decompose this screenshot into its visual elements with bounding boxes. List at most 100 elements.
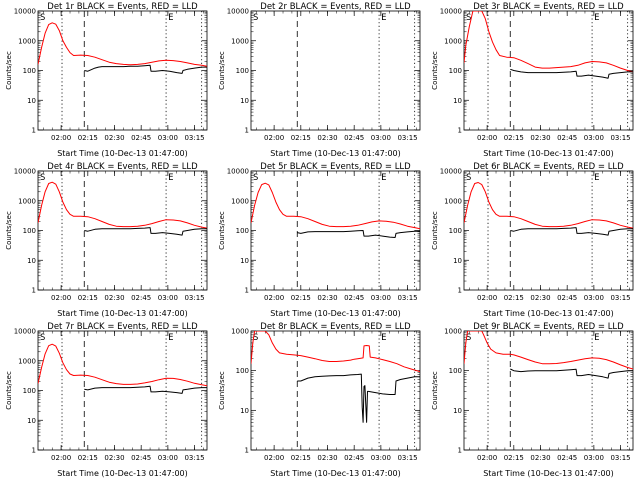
start-marker: S bbox=[253, 333, 258, 343]
x-axis-label: Start Time (10-Dec-13 01:47:00) bbox=[57, 469, 188, 478]
x-tick-label: 03:15 bbox=[184, 294, 204, 302]
plot-title: Det 9r BLACK = Events, RED = LLD bbox=[473, 322, 624, 332]
lld-series-line bbox=[38, 22, 207, 67]
y-tick-label: 100 bbox=[236, 67, 249, 75]
y-tick-label: 100 bbox=[449, 67, 462, 75]
y-tick-label: 10 bbox=[27, 257, 36, 265]
x-tick-label: 02:00 bbox=[264, 294, 284, 302]
y-tick-label: 10 bbox=[453, 407, 462, 415]
x-tick-label: 03:15 bbox=[397, 134, 417, 142]
y-tick-label: 1 bbox=[32, 447, 36, 455]
y-tick-label: 1 bbox=[458, 287, 462, 295]
y-tick-label: 10 bbox=[240, 97, 249, 105]
plot-title: Det 3r BLACK = Events, RED = LLD bbox=[473, 2, 624, 12]
y-tick-label: 10 bbox=[453, 257, 462, 265]
y-tick-label: 10000 bbox=[14, 328, 36, 336]
y-tick-label: 10000 bbox=[14, 168, 36, 176]
end-marker: E bbox=[381, 173, 386, 183]
start-marker: S bbox=[466, 173, 471, 183]
x-tick-label: 03:00 bbox=[158, 294, 178, 302]
x-tick-label: 03:15 bbox=[610, 134, 630, 142]
end-marker: E bbox=[168, 333, 173, 343]
x-tick-label: 03:00 bbox=[584, 134, 604, 142]
lld-series-line bbox=[464, 182, 633, 229]
x-tick-label: 02:45 bbox=[557, 294, 577, 302]
y-axis-label: Counts/sec bbox=[431, 211, 439, 250]
x-tick-label: 02:15 bbox=[78, 294, 98, 302]
detector-plot-5: Det 5r BLACK = Events, RED = LLD Counts/s… bbox=[218, 162, 421, 318]
start-marker: S bbox=[40, 333, 45, 343]
events-series-line bbox=[84, 64, 207, 74]
events-series-line bbox=[510, 227, 633, 236]
x-tick-label: 03:00 bbox=[158, 134, 178, 142]
detector-plot-6: Det 6r BLACK = Events, RED = LLD Counts/s… bbox=[431, 162, 634, 318]
x-tick-label: 02:00 bbox=[264, 134, 284, 142]
y-tick-label: 100 bbox=[23, 227, 36, 235]
y-tick-label: 1 bbox=[32, 127, 36, 135]
x-tick-label: 02:45 bbox=[131, 134, 151, 142]
x-tick-label: 02:00 bbox=[264, 454, 284, 462]
y-tick-label: 10 bbox=[453, 97, 462, 105]
x-tick-label: 03:15 bbox=[184, 134, 204, 142]
x-tick-label: 02:00 bbox=[51, 134, 71, 142]
x-tick-label: 02:30 bbox=[317, 454, 337, 462]
plot-title: Det 6r BLACK = Events, RED = LLD bbox=[473, 162, 624, 172]
y-tick-label: 100 bbox=[449, 367, 462, 375]
x-tick-label: 02:00 bbox=[51, 294, 71, 302]
y-tick-label: 100 bbox=[449, 227, 462, 235]
y-tick-label: 100 bbox=[236, 227, 249, 235]
y-tick-label: 1 bbox=[245, 287, 249, 295]
events-series-line bbox=[510, 368, 633, 379]
y-tick-label: 10000 bbox=[227, 168, 249, 176]
x-tick-label: 02:30 bbox=[104, 454, 124, 462]
y-tick-label: 10000 bbox=[14, 8, 36, 16]
x-tick-label: 02:15 bbox=[291, 134, 311, 142]
y-tick-label: 10000 bbox=[440, 8, 462, 16]
x-tick-label: 02:30 bbox=[530, 134, 550, 142]
y-axis-label: Counts/sec bbox=[431, 371, 439, 410]
end-marker: E bbox=[594, 333, 599, 343]
y-tick-label: 1000 bbox=[231, 328, 249, 336]
x-tick-label: 02:15 bbox=[504, 134, 524, 142]
x-tick-label: 02:00 bbox=[477, 454, 497, 462]
y-tick-label: 1 bbox=[32, 287, 36, 295]
y-axis-label: Counts/sec bbox=[218, 211, 226, 250]
x-axis-label: Start Time (10-Dec-13 01:47:00) bbox=[57, 309, 188, 318]
plot-title: Det 2r BLACK = Events, RED = LLD bbox=[260, 2, 411, 12]
x-tick-label: 03:15 bbox=[184, 454, 204, 462]
y-tick-label: 1 bbox=[245, 127, 249, 135]
x-tick-label: 02:45 bbox=[344, 294, 364, 302]
x-tick-label: 03:15 bbox=[610, 454, 630, 462]
y-axis-label: Counts/sec bbox=[5, 211, 13, 250]
y-tick-label: 10000 bbox=[227, 8, 249, 16]
x-tick-label: 02:45 bbox=[557, 454, 577, 462]
y-tick-label: 10 bbox=[27, 97, 36, 105]
x-tick-label: 02:00 bbox=[51, 454, 71, 462]
x-tick-label: 03:00 bbox=[158, 454, 178, 462]
detector-plot-4: Det 4r BLACK = Events, RED = LLD Counts/s… bbox=[5, 162, 208, 318]
x-tick-label: 02:45 bbox=[344, 134, 364, 142]
x-tick-label: 03:00 bbox=[371, 134, 391, 142]
x-tick-label: 02:15 bbox=[291, 454, 311, 462]
x-axis-label: Start Time (10-Dec-13 01:47:00) bbox=[270, 469, 401, 478]
x-tick-label: 02:30 bbox=[317, 294, 337, 302]
x-tick-label: 02:30 bbox=[530, 294, 550, 302]
plot-title: Det 4r BLACK = Events, RED = LLD bbox=[47, 162, 198, 172]
y-axis-label: Counts/sec bbox=[431, 51, 439, 90]
events-series-line bbox=[84, 385, 207, 394]
events-series-line bbox=[297, 373, 420, 423]
plot-frame bbox=[37, 10, 208, 131]
detector-plot-8: Det 8r BLACK = Events, RED = LLD Counts/s… bbox=[218, 322, 421, 478]
plot-frame bbox=[250, 170, 421, 291]
events-series-line bbox=[510, 68, 633, 79]
start-marker: S bbox=[40, 173, 45, 183]
y-tick-label: 1000 bbox=[444, 328, 462, 336]
x-tick-label: 02:15 bbox=[78, 134, 98, 142]
plot-frame bbox=[37, 170, 208, 291]
x-axis-label: Start Time (10-Dec-13 01:47:00) bbox=[270, 149, 401, 158]
end-marker: E bbox=[381, 333, 386, 343]
y-tick-label: 1 bbox=[458, 127, 462, 135]
events-series-line bbox=[84, 227, 207, 236]
y-tick-label: 1000 bbox=[18, 357, 36, 365]
lld-series-line bbox=[251, 182, 420, 230]
